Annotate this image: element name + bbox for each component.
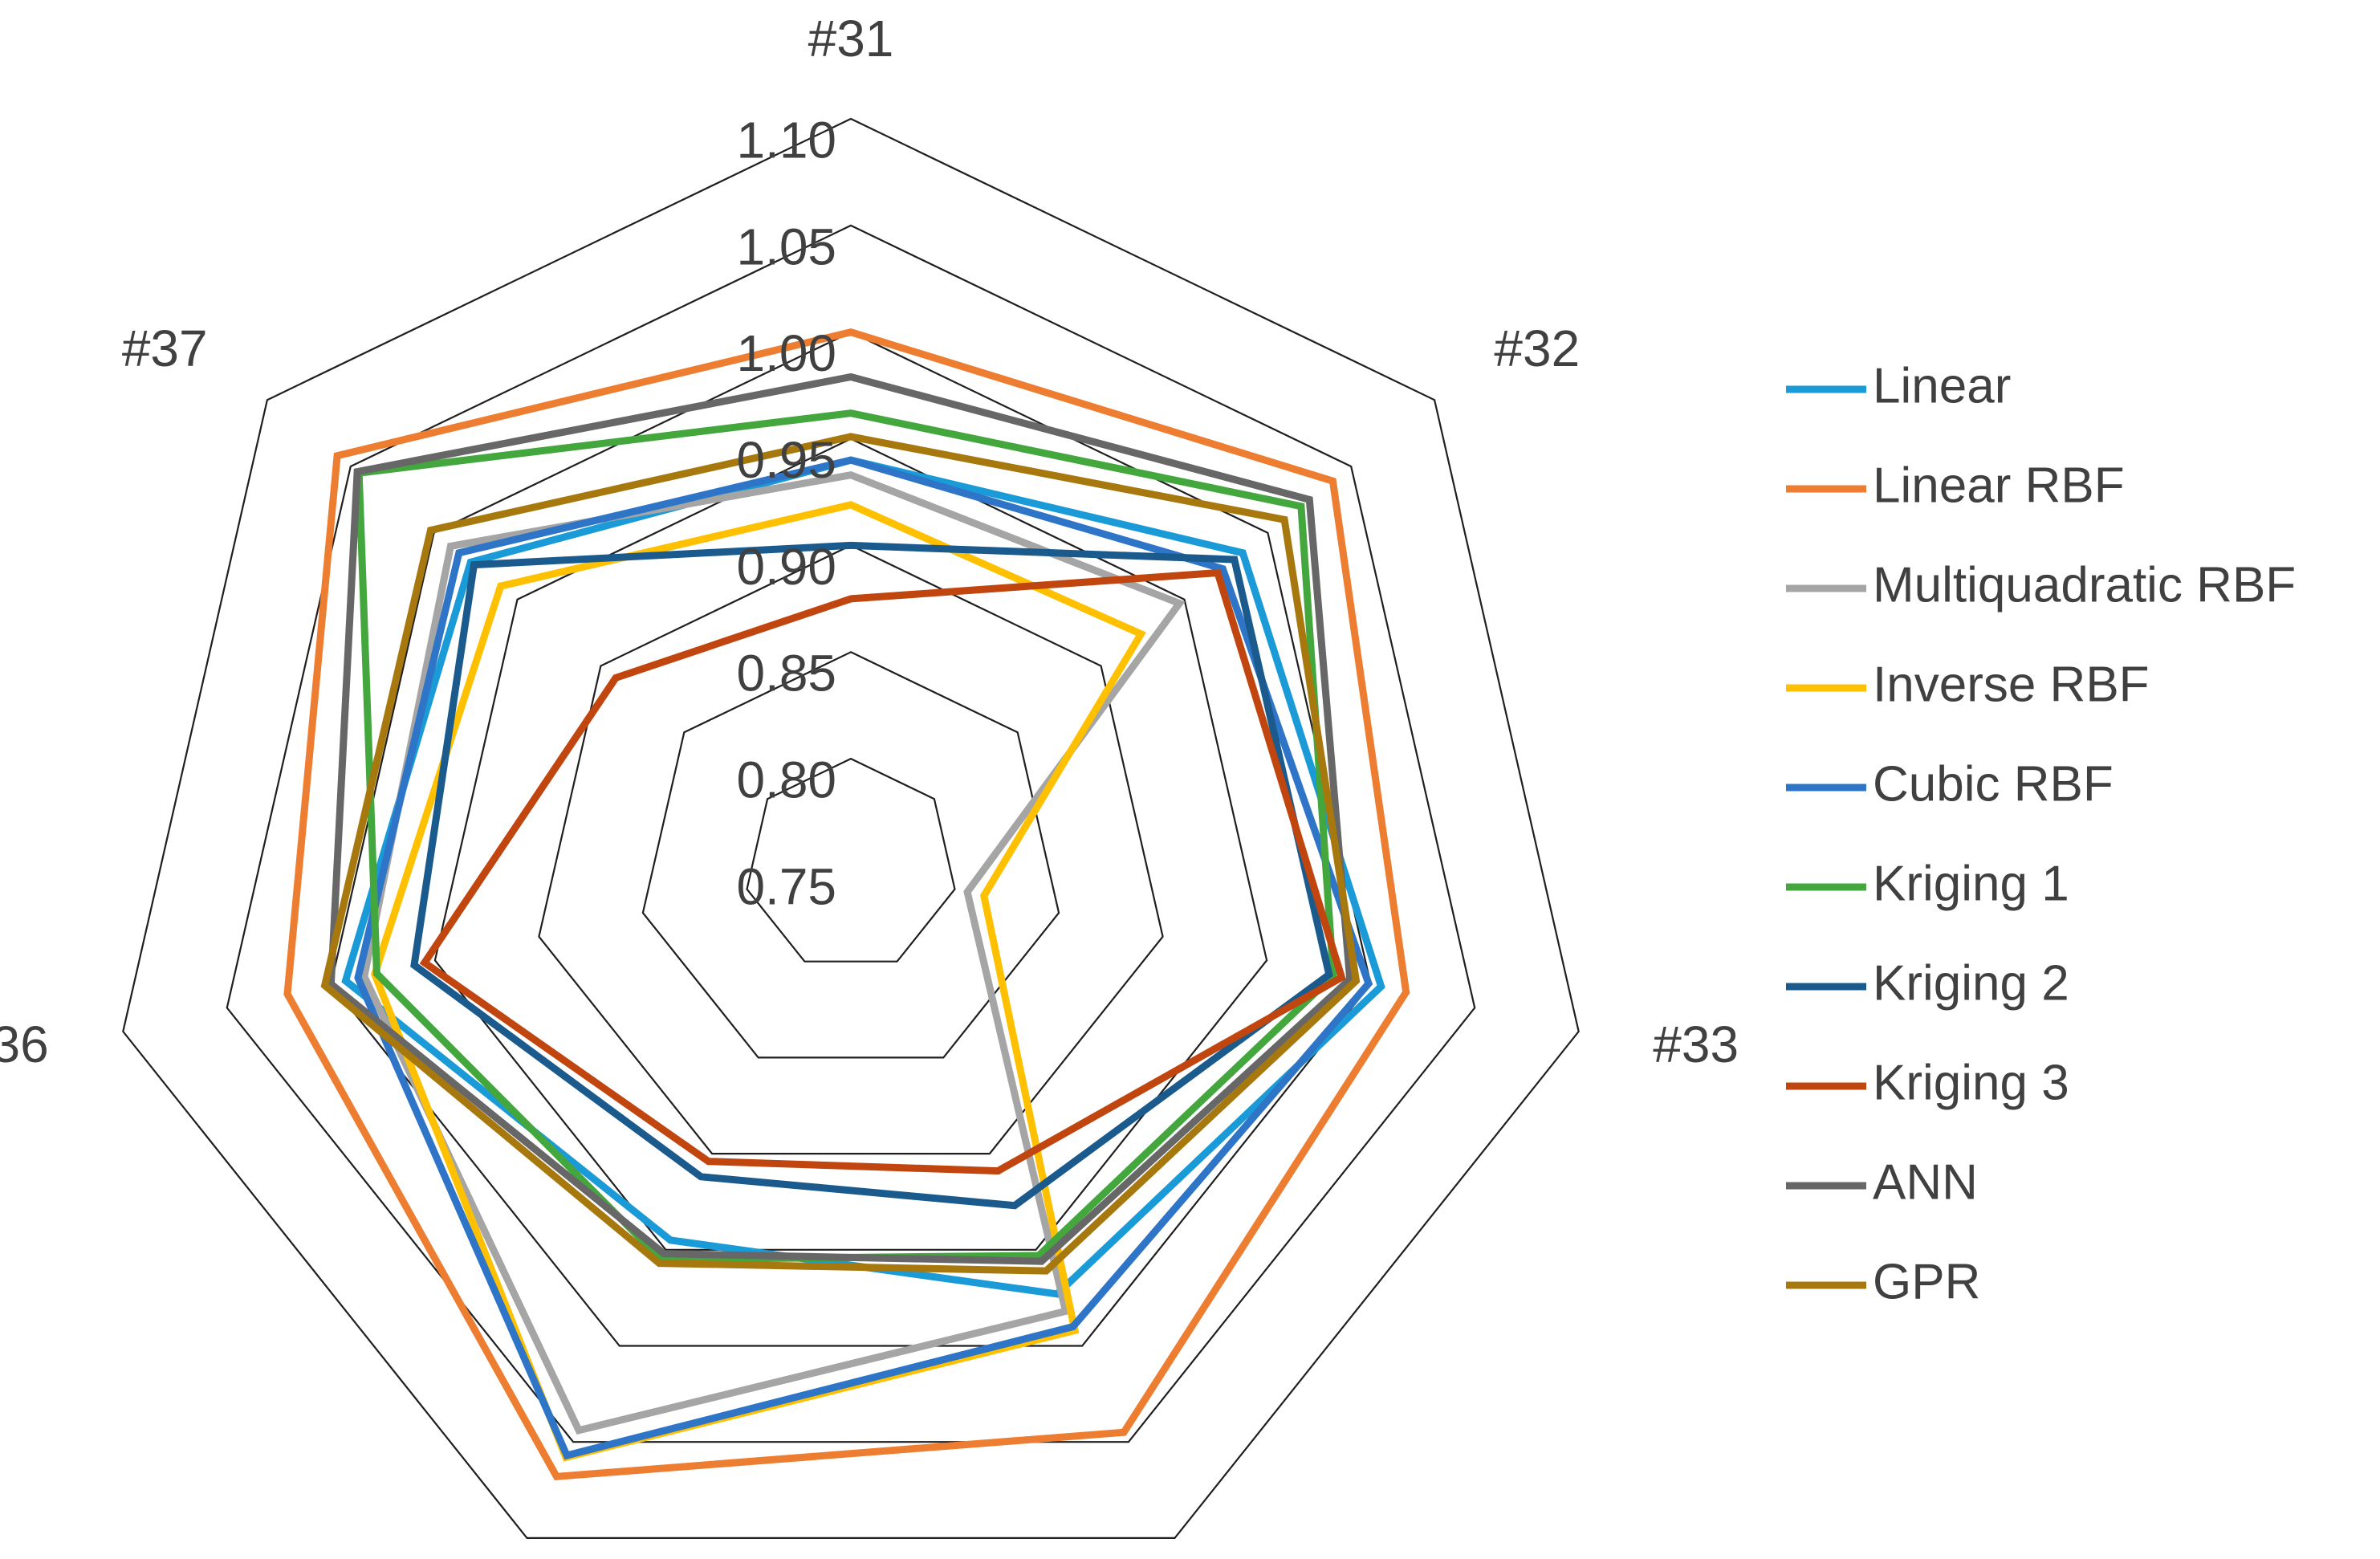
grid-ring-0.90: [538, 544, 1164, 1155]
legend-label: Kriging 3: [1873, 1055, 2069, 1110]
series-layer: [283, 328, 1410, 1481]
legend-label: Multiquadratic RBF: [1873, 557, 2296, 613]
legend-label: Kriging 1: [1873, 856, 2069, 911]
series-line-linear-rbf: [283, 328, 1410, 1481]
legend-label: Linear RBF: [1873, 458, 2125, 513]
series-line-kriging-2: [410, 541, 1333, 1210]
tick-label-layer: 0.75 0.80 0.85 0.90 0.95 1.00 1.05 1.10: [736, 111, 836, 915]
grid-ring-1.00: [330, 331, 1372, 1347]
legend-label: Linear: [1873, 358, 2011, 413]
axis-label-n37: #37: [122, 320, 208, 377]
axis-label-n32: #32: [1494, 320, 1580, 377]
series-line-gpr: [320, 433, 1361, 1275]
series-line-kriging-3: [419, 568, 1346, 1175]
series-line-multiquadratic-rbf: [360, 471, 1186, 1435]
tick-label-1.00: 1.00: [736, 324, 836, 382]
axis-label-n33: #33: [1653, 1016, 1739, 1073]
legend: Linear Linear RBF Multiquadratic RBF Invers…: [1786, 358, 2296, 1309]
legend-label: Inverse RBF: [1873, 657, 2150, 712]
grid-ring-0.95: [433, 438, 1268, 1251]
grid-ring-1.10: [122, 117, 1580, 1540]
tick-label-0.85: 0.85: [736, 645, 836, 702]
legend-label: Cubic RBF: [1873, 756, 2114, 812]
tick-label-0.80: 0.80: [736, 751, 836, 809]
tick-label-0.90: 0.90: [736, 538, 836, 596]
tick-label-0.75: 0.75: [736, 857, 836, 915]
legend-label: ANN: [1873, 1154, 1978, 1210]
legend-label: Kriging 2: [1873, 955, 2069, 1011]
series-line-cubic-rbf: [354, 456, 1373, 1460]
axis-label-n31: #31: [808, 10, 894, 67]
tick-label-1.05: 1.05: [736, 218, 836, 275]
axis-label-layer: #31#32#33#34#35#36#37: [0, 10, 1739, 1073]
grid-ring-0.80: [746, 757, 956, 963]
series-line-ann: [327, 372, 1354, 1265]
legend-label: GPR: [1873, 1254, 1980, 1309]
grid-ring-0.85: [641, 651, 1060, 1059]
axis-label-n36: #36: [0, 1016, 49, 1073]
tick-label-1.10: 1.10: [736, 111, 836, 169]
tick-label-0.95: 0.95: [736, 431, 836, 489]
grid-layer: [122, 117, 1580, 1540]
